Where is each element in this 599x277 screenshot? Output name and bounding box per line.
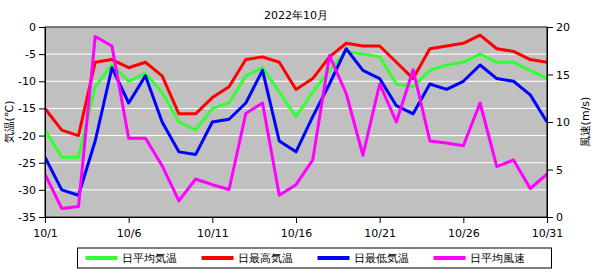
grid-line: [45, 162, 547, 163]
tick: -25: [18, 157, 45, 170]
plot-background: [45, 27, 547, 217]
legend-item: 日最低気温: [318, 252, 409, 265]
tick: 5: [547, 164, 563, 177]
tick-label: -35: [18, 211, 36, 224]
series-line: [45, 51, 547, 157]
tick-label: 0: [556, 211, 563, 224]
tick-label: 15: [556, 69, 570, 82]
tick-mark: [463, 217, 464, 223]
tick: 10/6: [117, 217, 142, 240]
legend-label: 日平均風速: [470, 252, 525, 265]
title: 2022年10月: [264, 9, 328, 22]
y-axis: -35 -30 -25 -20 -15 -10 -5 0: [18, 21, 45, 224]
tick-label: 10/26: [448, 227, 480, 240]
tick: -30: [18, 184, 45, 197]
grid-line: [45, 81, 547, 82]
y2-axis: 0 5 10 15 20: [547, 21, 570, 224]
legend-item: 日平均風速: [434, 252, 525, 265]
tick-label: 10/16: [281, 227, 313, 240]
legend-label: 日平均気温: [122, 252, 177, 265]
tick-mark: [296, 217, 297, 223]
tick-mark: [39, 81, 45, 82]
tick-mark: [547, 27, 553, 28]
tick-mark: [212, 217, 213, 223]
tick-label: 10/6: [117, 227, 142, 240]
tick: 10: [547, 116, 570, 129]
x-axis: 10/1 10/6 10/11 10/16 10/21 10/26 10/31: [33, 217, 563, 240]
tick: 10/1: [33, 217, 58, 240]
tick-label: 10/1: [33, 227, 58, 240]
tick: 10/21: [364, 217, 396, 240]
y2-axis-title: 風速(m/s): [579, 97, 592, 148]
legend-label: 日最高気温: [238, 252, 293, 265]
tick-mark: [547, 75, 553, 76]
tick-label: -5: [25, 48, 36, 61]
tick: 10/26: [448, 217, 480, 240]
legend-box: [78, 248, 552, 268]
tick: 15: [547, 69, 570, 82]
tick-label: 5: [556, 164, 563, 177]
legend-swatch: [434, 256, 466, 260]
axis-line: [45, 28, 46, 218]
legend-item: 日最高気温: [202, 252, 293, 265]
tick: 10/11: [197, 217, 229, 240]
tick-label: 20: [556, 21, 570, 34]
tick-label: -20: [18, 130, 36, 143]
series-lines: [45, 35, 547, 208]
legend: 日平均気温 日最高気温 日最低気温 日平均風速: [78, 248, 552, 268]
tick: 20: [547, 21, 570, 34]
legend-item: 日平均気温: [86, 252, 177, 265]
tick-mark: [39, 136, 45, 137]
tick-mark: [39, 27, 45, 28]
grid: [45, 27, 547, 217]
tick-mark: [547, 122, 553, 123]
tick-mark: [39, 163, 45, 164]
tick: -5: [25, 48, 45, 61]
plot: -35-30-25-20-15-10-500510152010/110/610/…: [18, 21, 570, 240]
tick-label: -10: [18, 75, 36, 88]
tick: 0: [29, 21, 45, 34]
tick: -35: [18, 211, 45, 224]
tick-label: -15: [18, 102, 36, 115]
tick-label: 10/31: [532, 227, 564, 240]
grid-line: [45, 108, 547, 109]
tick: -20: [18, 130, 45, 143]
grid-line: [45, 189, 547, 190]
tick-mark: [380, 217, 381, 223]
tick-label: 10: [556, 116, 570, 129]
tick: 10/16: [281, 217, 313, 240]
tick-label: 0: [29, 21, 36, 34]
tick-mark: [39, 108, 45, 109]
tick-mark: [39, 54, 45, 55]
legend-swatch: [202, 256, 234, 260]
tick-mark: [39, 217, 45, 218]
legend-swatch: [86, 256, 118, 260]
tick-mark: [547, 170, 553, 171]
tick: -15: [18, 102, 45, 115]
tick-label: 10/21: [364, 227, 396, 240]
tick: 10/31: [532, 217, 564, 240]
tick-mark: [45, 217, 46, 223]
legend-swatch: [318, 256, 350, 260]
y-axis-title: 気温(℃): [3, 101, 16, 144]
legend-label: 日最低気温: [354, 252, 409, 265]
tick-label: -25: [18, 157, 36, 170]
tick: -10: [18, 75, 45, 88]
tick-mark: [39, 190, 45, 191]
tick: 0: [547, 211, 563, 224]
plot-frame: [45, 27, 547, 217]
tick-mark: [547, 217, 548, 223]
grid-line: [45, 135, 547, 136]
tick-mark: [129, 217, 130, 223]
tick-label: 10/11: [197, 227, 229, 240]
series-line: [45, 37, 547, 209]
chart: -35-30-25-20-15-10-500510152010/110/610/…: [0, 0, 599, 277]
grid-line: [45, 54, 547, 55]
tick-label: -30: [18, 184, 36, 197]
